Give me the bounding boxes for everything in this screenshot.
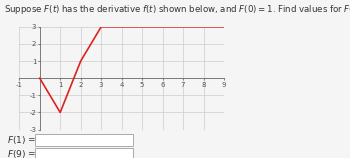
- Text: Suppose $F(t)$ has the derivative $f(t)$ shown below, and $F(0) = 1$. Find value: Suppose $F(t)$ has the derivative $f(t)$…: [4, 3, 350, 16]
- Text: $F(9)$ =: $F(9)$ =: [7, 148, 36, 158]
- Text: $F(1)$ =: $F(1)$ =: [7, 134, 36, 146]
